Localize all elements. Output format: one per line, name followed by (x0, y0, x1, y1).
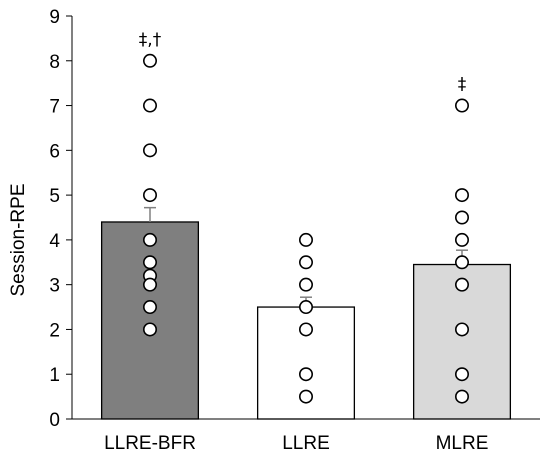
data-point (454, 322, 469, 337)
data-point (143, 143, 158, 158)
data-point (454, 210, 469, 225)
data-point (298, 322, 313, 337)
data-point (454, 255, 469, 270)
data-point (454, 98, 469, 113)
data-point (143, 255, 158, 270)
y-tick-label: 9 (49, 7, 60, 28)
y-tick-label: 5 (49, 186, 60, 207)
x-category-label: LLRE-BFR (104, 433, 196, 454)
data-point (298, 255, 313, 270)
y-tick-label: 6 (49, 141, 60, 162)
data-point (298, 367, 313, 382)
individual-points (143, 53, 469, 404)
y-tick-label: 7 (49, 97, 60, 118)
data-point (454, 277, 469, 292)
y-tick-label: 0 (49, 410, 60, 431)
data-point (454, 232, 469, 247)
y-tick-label: 1 (49, 365, 60, 386)
data-point (298, 232, 313, 247)
data-point (143, 300, 158, 315)
x-axis-category-labels: LLRE-BFR LLRE MLRE (104, 433, 488, 454)
data-point (298, 300, 313, 315)
data-point (454, 188, 469, 203)
significance-annotations: ‡,† ‡ (139, 30, 467, 95)
data-point (143, 53, 158, 68)
y-tick-label: 2 (49, 320, 60, 341)
x-category-label: MLRE (436, 433, 489, 454)
y-tick-label: 3 (49, 276, 60, 297)
data-point (143, 188, 158, 203)
data-point (298, 389, 313, 404)
data-point (298, 277, 313, 292)
bar-llre-bfr (100, 221, 200, 420)
x-category-label: LLRE (282, 433, 330, 454)
significance-annotation: ‡ (458, 75, 467, 95)
data-point (454, 389, 469, 404)
bars (100, 221, 512, 420)
y-axis-title: Session-RPE (8, 184, 29, 297)
data-point (454, 367, 469, 382)
y-tick-label: 4 (49, 231, 60, 252)
y-axis-ticks: 0 1 2 3 4 5 6 7 8 9 (49, 7, 72, 431)
data-point (143, 277, 158, 292)
data-point (143, 322, 158, 337)
data-point (143, 98, 158, 113)
y-tick-label: 8 (49, 52, 60, 73)
data-point (143, 232, 158, 247)
significance-annotation: ‡,† (139, 30, 162, 50)
